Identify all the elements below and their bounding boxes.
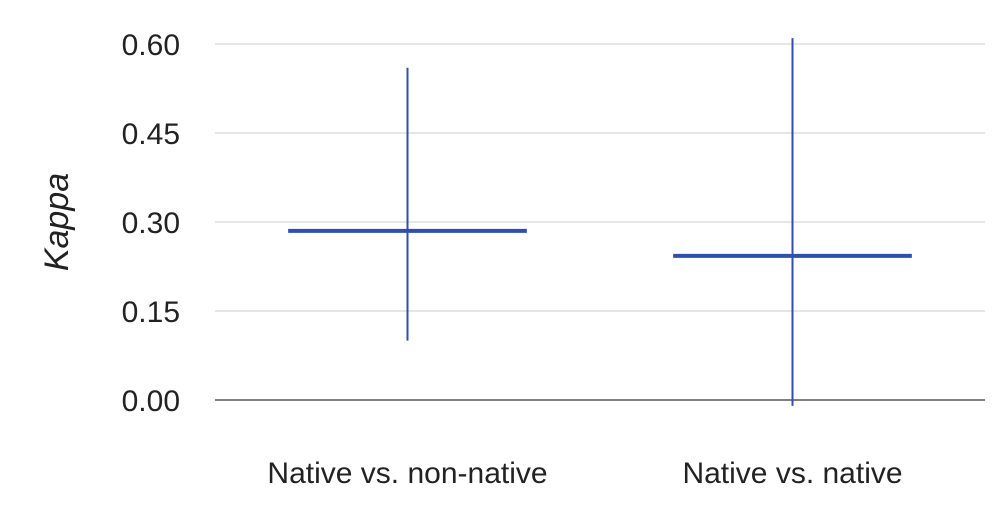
x-category-label: Native vs. native: [682, 457, 902, 490]
y-axis-label: Kappa: [38, 173, 76, 271]
x-category-label: Native vs. non-native: [267, 457, 547, 490]
x-axis-categories: Native vs. non-native Native vs. native: [267, 457, 902, 490]
y-tick-label: 0.45: [122, 118, 180, 151]
y-tick-label: 0.60: [122, 29, 180, 62]
gridlines: [215, 43, 985, 312]
y-tick-label: 0.15: [122, 296, 180, 329]
y-axis-ticks: 0.00 0.15 0.30 0.45 0.60: [122, 29, 180, 418]
y-tick-label: 0.00: [122, 385, 180, 418]
error-bar-marks: [288, 38, 912, 406]
y-tick-label: 0.30: [122, 207, 180, 240]
